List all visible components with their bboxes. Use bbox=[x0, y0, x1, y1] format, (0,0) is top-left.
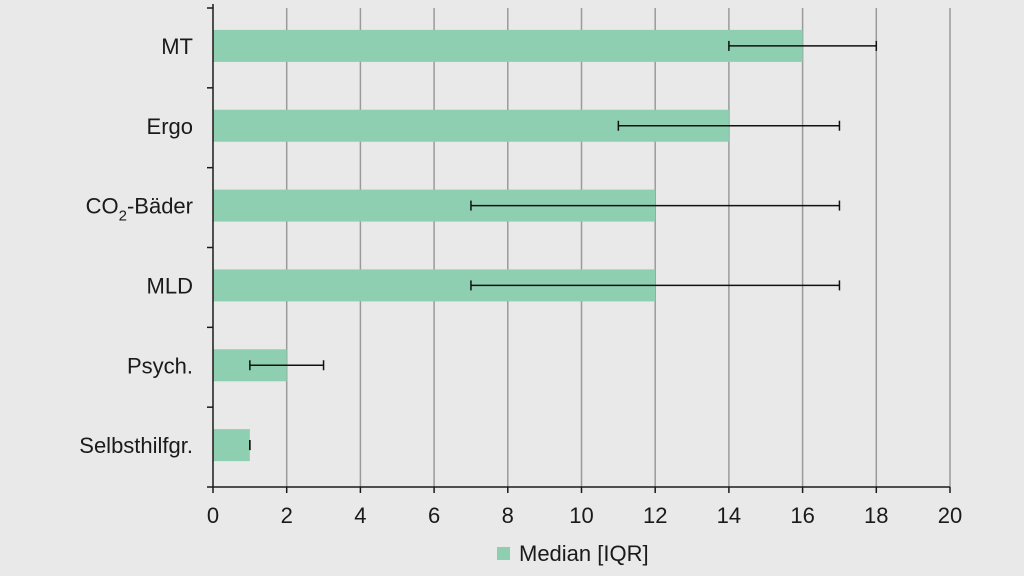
x-tick-label: 2 bbox=[281, 503, 293, 528]
x-tick-label: 4 bbox=[354, 503, 366, 528]
x-tick-label: 16 bbox=[790, 503, 814, 528]
bar bbox=[213, 429, 250, 462]
bars bbox=[213, 29, 803, 462]
category-label: Psych. bbox=[127, 353, 193, 378]
category-label: CO2-Bäder bbox=[86, 194, 193, 225]
legend-swatch bbox=[497, 547, 510, 560]
axes bbox=[207, 4, 951, 493]
bar bbox=[213, 29, 803, 62]
legend-label: Median [IQR] bbox=[519, 541, 649, 566]
x-tick-label: 14 bbox=[717, 503, 741, 528]
x-tick-label: 6 bbox=[428, 503, 440, 528]
x-tick-label: 18 bbox=[864, 503, 888, 528]
category-label: Ergo bbox=[147, 114, 193, 139]
category-label: Selbsthilfgr. bbox=[79, 433, 193, 458]
error-bars bbox=[249, 40, 878, 451]
x-tick-label: 8 bbox=[502, 503, 514, 528]
gridlines bbox=[285, 8, 951, 487]
legend: Median [IQR] bbox=[497, 541, 649, 566]
category-label: MLD bbox=[147, 273, 193, 298]
labels: MT Ergo CO2-Bäder MLD Psych. Selbsthilfgr. 0 2 4… bbox=[79, 34, 962, 528]
category-label: MT bbox=[161, 34, 193, 59]
x-tick-label: 10 bbox=[569, 503, 593, 528]
x-tick-label: 12 bbox=[643, 503, 667, 528]
x-tick-label: 0 bbox=[207, 503, 219, 528]
x-tick-label: 20 bbox=[938, 503, 962, 528]
